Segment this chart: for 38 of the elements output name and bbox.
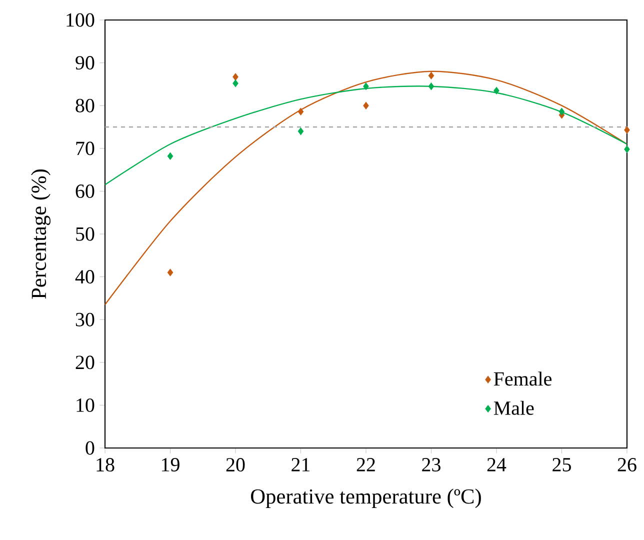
point	[167, 268, 174, 276]
x-tick-label: 20	[226, 458, 245, 472]
x-tick-label: 23	[422, 458, 440, 472]
y-tick-label: 10	[76, 398, 94, 412]
y-axis-title: Percentage (%)	[31, 169, 50, 299]
point	[428, 82, 434, 90]
x-tick-label: 24	[487, 458, 506, 472]
point	[624, 146, 630, 153]
y-tick-label: 0	[86, 441, 94, 455]
legend-label: Male	[494, 400, 534, 415]
y-tick-label: 90	[76, 56, 94, 70]
x-tick-label: 26	[618, 458, 636, 472]
point	[363, 82, 369, 90]
point	[298, 108, 304, 116]
point	[624, 126, 630, 134]
y-tick-label: 80	[76, 98, 94, 112]
point	[363, 102, 369, 110]
x-axis-title: Operative temperature (ºC)	[251, 488, 481, 508]
x-tick-label: 25	[552, 458, 571, 472]
y-tick-label: 70	[76, 142, 94, 156]
point	[232, 80, 238, 88]
y-tick-label: 60	[76, 184, 94, 198]
point	[298, 128, 304, 136]
x-tick-label: 19	[162, 458, 180, 472]
x-tick-label: 22	[356, 458, 375, 472]
y-tick-label: 20	[76, 356, 94, 370]
y-tick-label: 100	[66, 13, 94, 27]
x-tick-label: 21	[292, 458, 310, 472]
legend-label: Female	[494, 372, 552, 386]
x-tick-label: 18	[96, 458, 114, 472]
y-tick-label: 30	[76, 312, 94, 326]
point	[494, 86, 500, 94]
point	[167, 152, 174, 160]
point	[232, 73, 238, 81]
point	[558, 108, 565, 116]
point	[428, 72, 434, 80]
y-tick-label: 50	[76, 227, 94, 241]
y-tick-label: 40	[75, 270, 94, 284]
